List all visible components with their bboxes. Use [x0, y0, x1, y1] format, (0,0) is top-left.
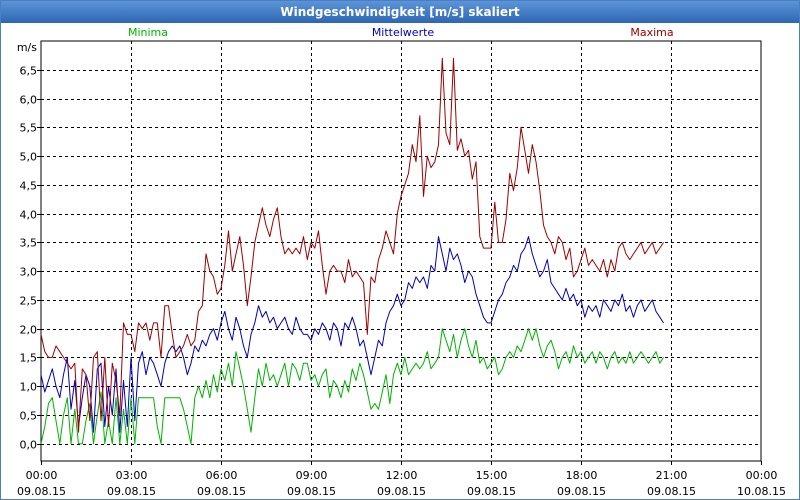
- x-tick-time-label: 00:00: [26, 469, 58, 482]
- y-tick-label: 0,5: [20, 410, 38, 423]
- x-tick-time-label: 18:00: [566, 469, 598, 482]
- x-tick-date-label: 09.08.15: [107, 485, 156, 498]
- x-tick-date-label: 09.08.15: [467, 485, 516, 498]
- x-tick-date-label: 09.08.15: [17, 485, 66, 498]
- x-tick-date-label: 10.08.15: [737, 485, 786, 498]
- series-minima-line: [40, 328, 664, 445]
- x-tick-date-label: 09.08.15: [647, 485, 696, 498]
- x-tick-date-label: 09.08.15: [557, 485, 606, 498]
- legend-mittelwerte: Mittelwerte: [372, 26, 435, 39]
- x-tick-time-label: 21:00: [656, 469, 688, 482]
- y-tick-label: 1,0: [20, 381, 38, 394]
- y-tick-label: 5,0: [20, 151, 38, 164]
- y-tick-label: 0,0: [20, 439, 38, 452]
- x-tick-time-label: 09:00: [296, 469, 328, 482]
- x-tick-date-label: 09.08.15: [287, 485, 336, 498]
- y-tick-label: 2,0: [20, 324, 38, 337]
- y-tick-label: 4,0: [20, 209, 38, 222]
- x-tick-time-label: 15:00: [476, 469, 508, 482]
- y-tick-label: 5,5: [20, 122, 38, 135]
- y-tick-label: 6,5: [20, 65, 38, 78]
- legend-minima: Minima: [128, 26, 168, 39]
- x-tick-time-label: 06:00: [206, 469, 238, 482]
- wind-speed-chart: m/s Minima Mittelwerte Maxima 0,0 0,5 1,0 1…: [17, 26, 786, 498]
- y-tick-label: 2,5: [20, 295, 38, 308]
- legend-maxima: Maxima: [630, 26, 673, 39]
- x-tick-date-label: 09.08.15: [377, 485, 426, 498]
- y-tick-label: 3,0: [20, 266, 38, 279]
- series-mittelwerte-line: [40, 236, 664, 433]
- y-tick-label: 6,0: [20, 94, 38, 107]
- series-maxima-line: [40, 57, 664, 433]
- x-tick-time-label: 03:00: [116, 469, 148, 482]
- y-tick-label: 4,5: [20, 180, 38, 193]
- y-tick-label: 3,5: [20, 237, 38, 250]
- y-axis-label: m/s: [17, 41, 37, 54]
- x-tick-time-label: 12:00: [386, 469, 418, 482]
- x-tick-date-label: 09.08.15: [197, 485, 246, 498]
- window-title: Windgeschwindigkeit [m/s] skaliert: [1, 1, 799, 23]
- y-tick-label: 1,5: [20, 352, 38, 365]
- x-tick-time-label: 00:00: [746, 469, 778, 482]
